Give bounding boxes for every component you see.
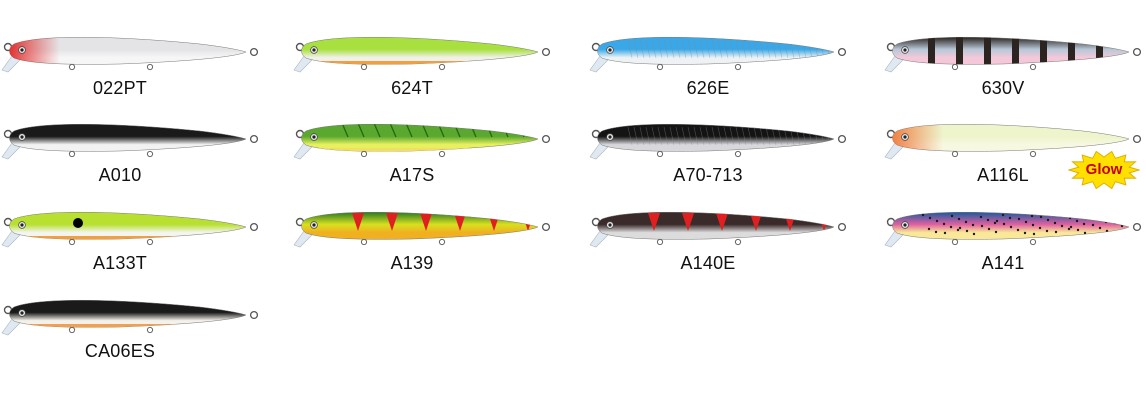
lure-code-label: A139 [390, 253, 434, 273]
lure-item: 624T [292, 6, 562, 98]
lure-022pt-icon [1, 37, 259, 73]
lure-code-label: 626E [686, 78, 730, 98]
lure-a140e-icon [589, 212, 847, 248]
lure-item: A140E [588, 181, 858, 273]
lure-624t-icon [293, 37, 551, 73]
lure-code-label: 624T [391, 78, 433, 98]
lure-a139-icon [293, 212, 551, 248]
lure-a010-icon [1, 124, 259, 160]
lure-item: 022PT [0, 6, 270, 98]
lure-code-label: CA06ES [84, 341, 156, 361]
lure-code-label: A140E [680, 253, 736, 273]
lure-a116l-icon [884, 124, 1142, 160]
lure-item: A010 [0, 93, 270, 185]
lure-item: A70-713 [588, 93, 858, 185]
lure-code-label: A70-713 [673, 165, 743, 185]
lure-item: 630V [883, 6, 1146, 98]
lure-code-label: 630V [981, 78, 1025, 98]
lure-code-label: 022PT [92, 78, 148, 98]
lure-code-label: A116L [977, 165, 1029, 185]
lure-code-label: A17S [389, 165, 435, 185]
lure-ca06es-icon [1, 300, 259, 336]
lure-code-label: A133T [92, 253, 148, 273]
lure-item: A139 [292, 181, 562, 273]
lure-a141-icon [884, 212, 1142, 248]
lure-a70-713-icon [589, 124, 847, 160]
lure-code-label: A010 [98, 165, 142, 185]
lure-item: 626E [588, 6, 858, 98]
lure-item: CA06ES [0, 269, 270, 361]
lure-630v-icon [884, 37, 1142, 73]
lure-item: A133T [0, 181, 270, 273]
lure-a133t-icon [1, 212, 259, 248]
lure-a17s-icon [293, 124, 551, 160]
lure-item: A17S [292, 93, 562, 185]
glow-badge: Glow [1068, 150, 1140, 190]
starburst-icon [1068, 150, 1140, 190]
lure-item: A141 [883, 181, 1146, 273]
glow-badge-label: Glow [1085, 161, 1123, 178]
lure-code-label: A141 [981, 253, 1025, 273]
lure-626e-icon [589, 37, 847, 73]
lure-item: A116L [883, 93, 1146, 185]
